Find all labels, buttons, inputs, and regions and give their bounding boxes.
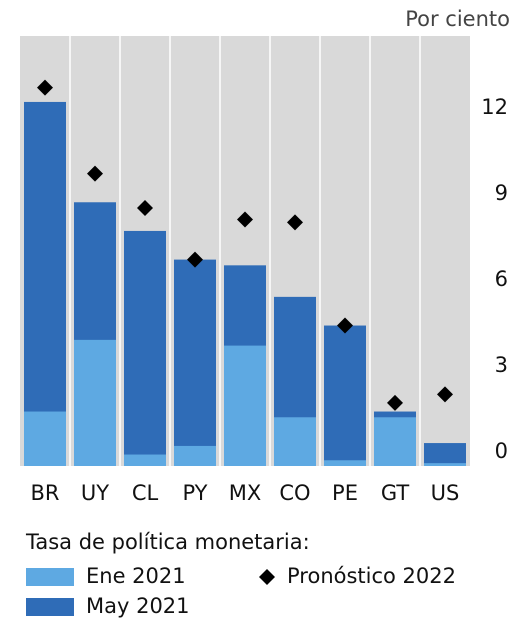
- bar: [174, 445, 216, 466]
- x-tick-label: PY: [182, 481, 207, 505]
- legend-marker: [259, 569, 275, 585]
- y-tick-label: 0: [495, 439, 508, 463]
- bar: [124, 454, 166, 466]
- legend-swatch: [26, 598, 74, 616]
- forecast-marker: [237, 211, 253, 228]
- bar: [224, 345, 266, 466]
- bar: [74, 339, 116, 466]
- legend-title: Tasa de política monetaria:: [25, 530, 310, 554]
- legend-label: May 2021: [86, 594, 190, 618]
- x-tick-label: CL: [132, 481, 159, 505]
- legend-label: Ene 2021: [86, 564, 186, 588]
- legend-swatch: [26, 568, 74, 586]
- y-tick-label: 3: [495, 353, 508, 377]
- bar: [24, 411, 66, 466]
- bar: [24, 101, 66, 466]
- x-tick-label: MX: [229, 481, 262, 505]
- x-tick-label: PE: [332, 481, 358, 505]
- bar: [424, 463, 466, 466]
- y-tick-label: 9: [495, 181, 508, 205]
- legend-label: Pronóstico 2022: [287, 564, 456, 588]
- bar: [174, 259, 216, 466]
- forecast-marker: [337, 317, 353, 334]
- forecast-marker: [37, 79, 53, 96]
- bar: [374, 417, 416, 466]
- bar: [424, 443, 466, 466]
- x-tick-label: CO: [279, 481, 310, 505]
- x-tick-label: BR: [31, 481, 60, 505]
- x-tick-label: US: [431, 481, 460, 505]
- bar: [124, 230, 166, 466]
- unit-label: Por ciento: [405, 7, 510, 31]
- forecast-marker: [437, 386, 453, 403]
- bar: [324, 325, 366, 466]
- forecast-marker: [187, 251, 203, 268]
- forecast-marker: [287, 214, 303, 231]
- bar: [324, 460, 366, 466]
- forecast-marker: [387, 394, 403, 411]
- y-tick-label: 12: [481, 95, 508, 119]
- forecast-marker: [137, 200, 153, 216]
- bar: [274, 417, 316, 466]
- forecast-marker: [87, 165, 103, 182]
- y-tick-label: 6: [495, 267, 508, 291]
- x-tick-label: GT: [381, 481, 410, 505]
- x-tick-label: UY: [81, 481, 109, 505]
